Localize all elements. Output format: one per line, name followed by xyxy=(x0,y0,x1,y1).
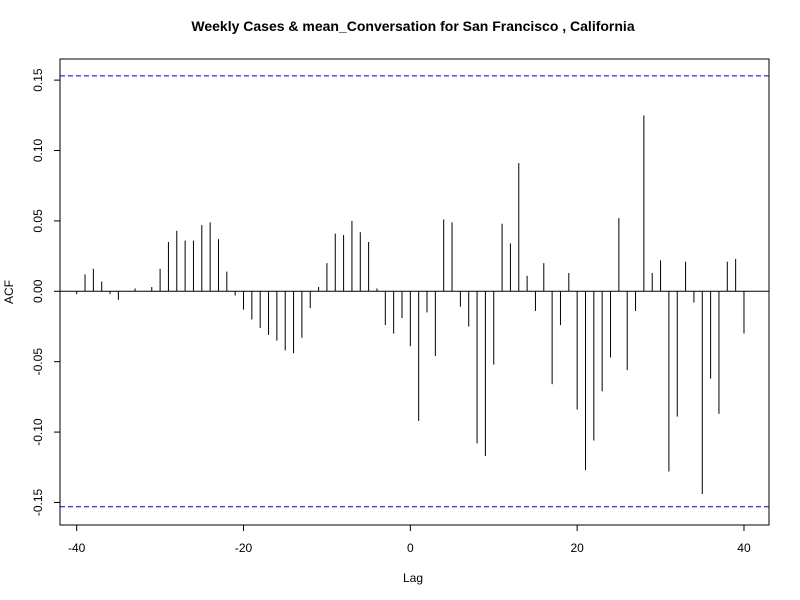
acf-bars xyxy=(76,115,745,495)
confidence-bounds xyxy=(60,75,769,508)
chart-title: Weekly Cases & mean_Conversation for San… xyxy=(191,18,634,34)
plot-frame xyxy=(59,58,770,526)
x-tick-label: -40 xyxy=(68,541,86,555)
x-tick-label: 20 xyxy=(570,541,584,555)
y-tick-label: -0.10 xyxy=(31,418,45,446)
y-tick-label: 0.05 xyxy=(31,209,45,233)
x-axis: -40 -20 0 20 40 xyxy=(68,525,751,555)
y-tick-label: -0.05 xyxy=(31,348,45,376)
x-tick-label: -20 xyxy=(235,541,253,555)
y-tick-label: 0.00 xyxy=(31,279,45,303)
x-axis-label: Lag xyxy=(403,571,423,585)
x-tick-label: 40 xyxy=(737,541,751,555)
y-axis: -0.15 -0.10 -0.05 0.00 0.05 0.10 0.15 xyxy=(31,68,60,516)
y-axis-label: ACF xyxy=(2,280,16,304)
y-tick-label: 0.10 xyxy=(31,139,45,163)
y-tick-label: 0.15 xyxy=(31,68,45,92)
x-tick-label: 0 xyxy=(407,541,414,555)
y-tick-label: -0.15 xyxy=(31,488,45,516)
